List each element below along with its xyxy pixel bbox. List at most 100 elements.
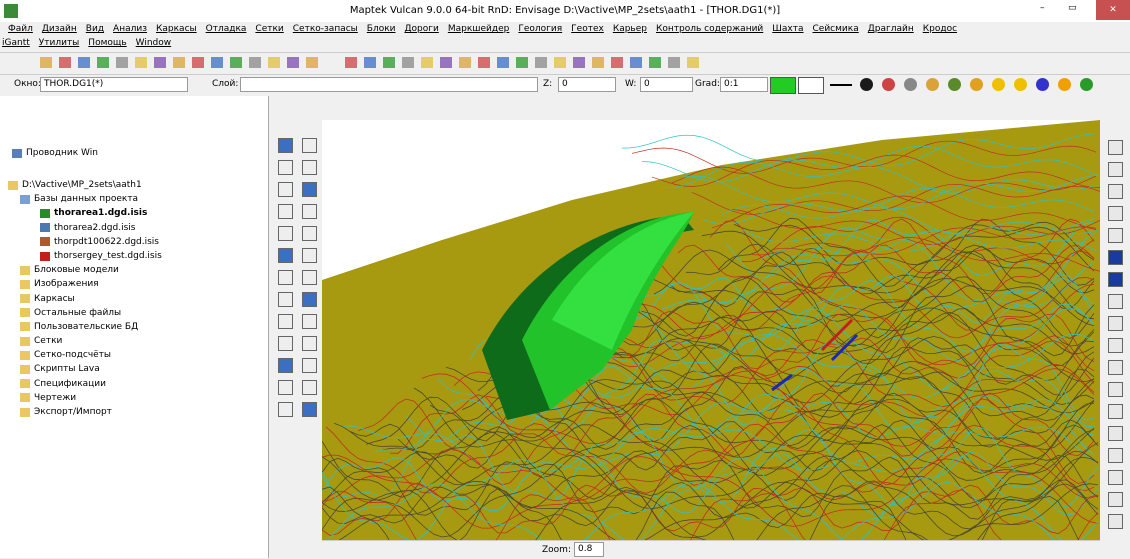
menu-item[interactable]: Кродос: [922, 24, 958, 34]
menu-item[interactable]: Каркасы: [156, 24, 197, 34]
menu-item[interactable]: Карьер: [612, 24, 647, 34]
tool-icon[interactable]: [78, 57, 90, 68]
tree-folder[interactable]: Экспорт/Импорт: [8, 405, 162, 419]
tool-icon[interactable]: [287, 57, 299, 68]
tool-icon[interactable]: [1108, 514, 1123, 529]
tool-icon[interactable]: [278, 380, 293, 395]
tool-icon[interactable]: [687, 57, 699, 68]
tool-icon[interactable]: [1058, 78, 1071, 91]
tool-icon[interactable]: [278, 248, 293, 263]
grad-input[interactable]: 0:1: [720, 77, 768, 92]
tool-icon[interactable]: [302, 160, 317, 175]
tool-icon[interactable]: [364, 57, 376, 68]
tool-icon[interactable]: [992, 78, 1005, 91]
tool-icon[interactable]: [278, 314, 293, 329]
menu-item[interactable]: Дизайн: [41, 24, 77, 34]
tool-icon[interactable]: [278, 402, 293, 417]
tree-folder[interactable]: Пользовательские БД: [8, 320, 162, 334]
tool-icon[interactable]: [1108, 184, 1123, 199]
tool-icon[interactable]: [1108, 470, 1123, 485]
tool-icon[interactable]: [278, 270, 293, 285]
tool-icon[interactable]: [1036, 78, 1049, 91]
tool-icon[interactable]: [421, 57, 433, 68]
tool-icon[interactable]: [249, 57, 261, 68]
tool-icon[interactable]: [611, 57, 623, 68]
w-input[interactable]: 0: [640, 77, 693, 92]
tree-folder[interactable]: Блоковые модели: [8, 263, 162, 277]
menu-item[interactable]: Драглайн: [867, 24, 914, 34]
tool-icon[interactable]: [1108, 162, 1123, 177]
tool-icon[interactable]: [345, 57, 357, 68]
menu-item[interactable]: Помощь: [88, 38, 127, 48]
tree-folder[interactable]: Спецификации: [8, 377, 162, 391]
menu-item[interactable]: Сетки: [255, 24, 284, 34]
tree-folder[interactable]: Изображения: [8, 277, 162, 291]
menu-item[interactable]: Вид: [85, 24, 105, 34]
tool-icon[interactable]: [497, 57, 509, 68]
tool-icon[interactable]: [1108, 404, 1123, 419]
tool-icon[interactable]: [948, 78, 961, 91]
window-combo[interactable]: THOR.DG1(*): [40, 77, 188, 92]
tool-icon[interactable]: [278, 226, 293, 241]
tool-icon[interactable]: [302, 248, 317, 263]
tool-icon[interactable]: [278, 336, 293, 351]
tool-icon[interactable]: [278, 160, 293, 175]
tool-icon[interactable]: [882, 78, 895, 91]
tool-icon[interactable]: [1108, 272, 1123, 287]
menu-item[interactable]: Утилиты: [38, 38, 80, 48]
tree-folder[interactable]: Скрипты Lava: [8, 362, 162, 376]
tool-icon[interactable]: [302, 204, 317, 219]
tool-icon[interactable]: [592, 57, 604, 68]
tree-folder[interactable]: Каркасы: [8, 292, 162, 306]
tool-icon[interactable]: [402, 57, 414, 68]
tool-icon[interactable]: [1108, 140, 1123, 155]
tool-icon[interactable]: [904, 78, 917, 91]
tool-icon[interactable]: [573, 57, 585, 68]
tool-icon[interactable]: [1108, 228, 1123, 243]
tool-icon[interactable]: [302, 380, 317, 395]
tool-icon[interactable]: [302, 336, 317, 351]
menu-item[interactable]: iGantt: [2, 38, 30, 48]
z-input[interactable]: 0: [558, 77, 616, 92]
tool-icon[interactable]: [970, 78, 983, 91]
tool-icon[interactable]: [478, 57, 490, 68]
tree-file[interactable]: thorarea2.dgd.isis: [8, 221, 162, 235]
tool-icon[interactable]: [59, 57, 71, 68]
tool-icon[interactable]: [1108, 448, 1123, 463]
zoom-input[interactable]: 0.8: [574, 542, 604, 557]
tree-folder[interactable]: Чертежи: [8, 391, 162, 405]
tree-folder[interactable]: Сетко-подсчёты: [8, 348, 162, 362]
tree-folder[interactable]: Остальные файлы: [8, 306, 162, 320]
tool-icon[interactable]: [1108, 338, 1123, 353]
tool-icon[interactable]: [211, 57, 223, 68]
tool-icon[interactable]: [116, 57, 128, 68]
tool-icon[interactable]: [306, 57, 318, 68]
tool-icon[interactable]: [302, 226, 317, 241]
tree-folder[interactable]: Сетки: [8, 334, 162, 348]
tool-icon[interactable]: [97, 57, 109, 68]
menu-item[interactable]: Дороги: [404, 24, 439, 34]
tool-icon[interactable]: [278, 358, 293, 373]
tool-icon[interactable]: [1108, 316, 1123, 331]
tool-icon[interactable]: [554, 57, 566, 68]
tool-icon[interactable]: [1108, 206, 1123, 221]
tree-file[interactable]: thorsergey_test.dgd.isis: [8, 249, 162, 263]
tool-icon[interactable]: [1108, 360, 1123, 375]
tool-icon[interactable]: [302, 270, 317, 285]
menu-item[interactable]: Геология: [518, 24, 563, 34]
tool-icon[interactable]: [860, 78, 873, 91]
tool-icon[interactable]: [1108, 382, 1123, 397]
tool-icon[interactable]: [278, 204, 293, 219]
menu-item[interactable]: Файл: [8, 24, 33, 34]
maximize[interactable]: ▭: [1068, 3, 1077, 13]
tool-icon[interactable]: [1108, 426, 1123, 441]
tool-icon[interactable]: [516, 57, 528, 68]
menu-item[interactable]: Блоки: [366, 24, 396, 34]
tool-icon[interactable]: [302, 402, 317, 417]
tool-icon[interactable]: [302, 182, 317, 197]
tree-root[interactable]: D:\Vactive\MP_2sets\aath1: [8, 178, 162, 192]
tree-file[interactable]: thorpdt100622.dgd.isis: [8, 235, 162, 249]
menu-item[interactable]: Маркшейдер: [447, 24, 510, 34]
tool-icon[interactable]: [173, 57, 185, 68]
tree-folder[interactable]: Базы данных проекта: [8, 192, 162, 206]
